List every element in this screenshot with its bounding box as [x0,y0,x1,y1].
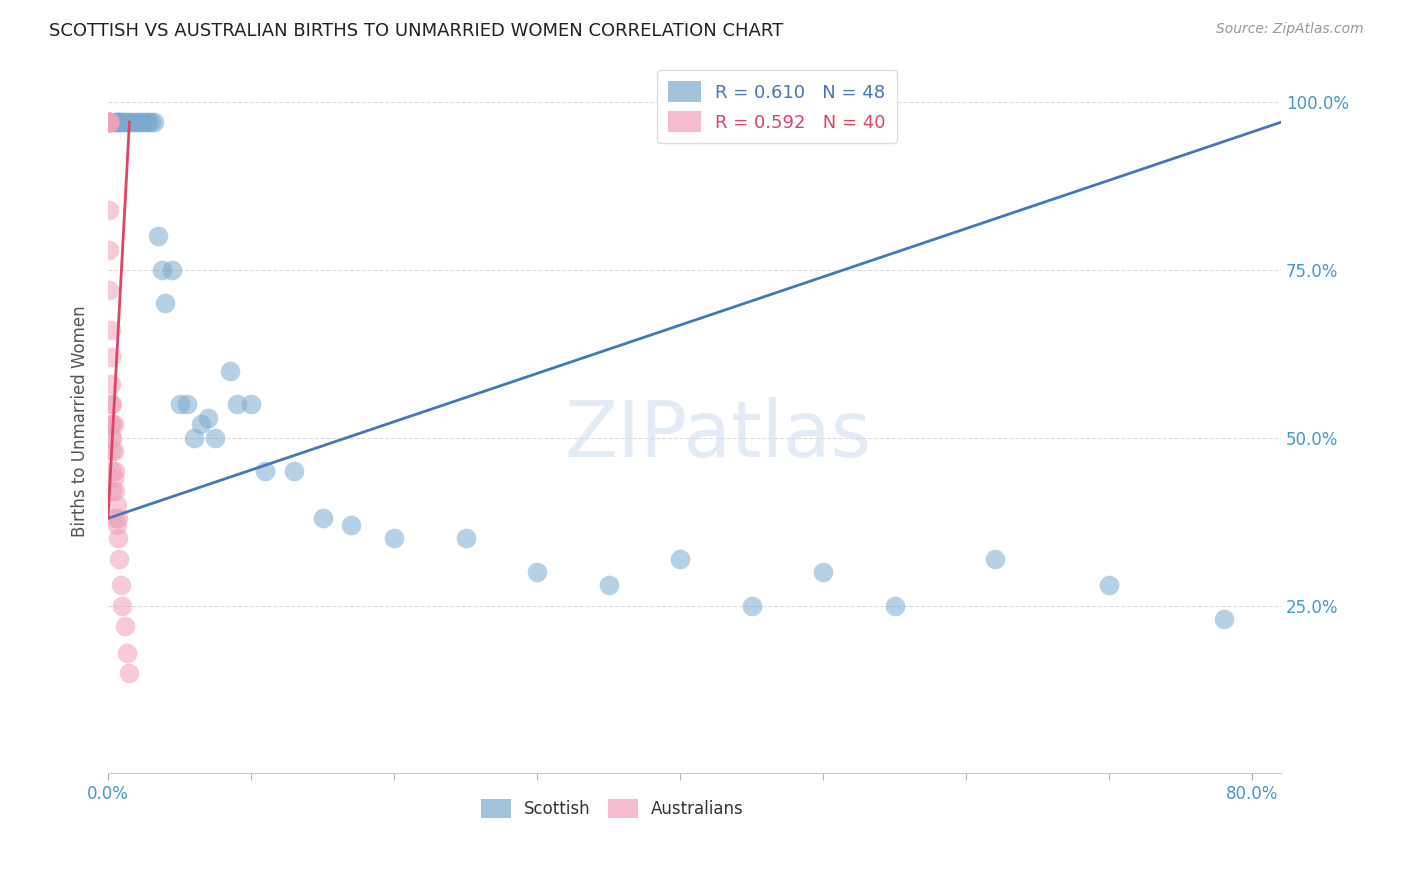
Point [118,115,141,129]
Point [146,229,169,244]
Point [155,296,177,310]
Point [1098,578,1121,592]
Point [104,511,127,525]
Point [107,532,129,546]
Point [100,431,122,445]
Point [122,115,145,129]
Point [136,115,159,129]
Point [204,431,226,445]
Point [526,565,548,579]
Point [103,444,125,458]
Point [176,397,198,411]
Point [132,115,155,129]
Point [98,115,121,129]
Point [104,484,127,499]
Point [98,283,121,297]
Point [108,551,131,566]
Point [98,115,121,129]
Point [105,498,128,512]
Point [883,599,905,613]
Point [125,115,148,129]
Point [100,417,122,432]
Point [101,444,124,458]
Point [129,115,152,129]
Point [101,397,124,411]
Point [100,377,122,392]
Point [104,115,127,129]
Text: ZIPatlas: ZIPatlas [564,397,872,473]
Point [107,511,129,525]
Point [340,518,363,533]
Point [104,464,127,478]
Point [107,115,129,129]
Point [139,115,162,129]
Point [100,350,122,364]
Y-axis label: Births to Unmarried Women: Births to Unmarried Women [72,305,89,537]
Point [103,417,125,432]
Point [741,599,763,613]
Point [120,115,142,129]
Point [98,115,121,129]
Point [454,532,477,546]
Point [984,551,1007,566]
Point [1212,612,1234,626]
Point [98,115,121,129]
Point [283,464,305,478]
Point [114,618,136,632]
Point [108,115,131,129]
Point [98,115,121,129]
Point [142,115,165,129]
Point [150,263,173,277]
Point [98,115,121,129]
Point [101,417,124,432]
Point [197,410,219,425]
Point [135,115,157,129]
Text: Source: ZipAtlas.com: Source: ZipAtlas.com [1216,22,1364,37]
Point [225,397,247,411]
Point [118,665,141,680]
Point [107,115,129,129]
Point [98,115,121,129]
Point [382,532,405,546]
Point [98,115,121,129]
Point [311,511,333,525]
Point [101,464,124,478]
Point [100,323,122,337]
Point [190,417,212,432]
Point [98,115,121,129]
Point [105,518,128,533]
Point [128,115,150,129]
Point [104,115,127,129]
Point [114,115,136,129]
Point [103,471,125,485]
Point [101,431,124,445]
Point [169,397,191,411]
Point [100,397,122,411]
Point [218,363,240,377]
Point [254,464,277,478]
Point [110,578,132,592]
Point [111,115,134,129]
Text: SCOTTISH VS AUSTRALIAN BIRTHS TO UNMARRIED WOMEN CORRELATION CHART: SCOTTISH VS AUSTRALIAN BIRTHS TO UNMARRI… [49,22,783,40]
Point [162,263,184,277]
Point [669,551,692,566]
Point [111,599,134,613]
Point [813,565,835,579]
Point [240,397,263,411]
Point [110,115,132,129]
Point [98,202,121,217]
Point [115,646,138,660]
Point [101,484,124,499]
Point [98,243,121,257]
Legend: Scottish, Australians: Scottish, Australians [474,792,751,825]
Point [183,431,205,445]
Point [115,115,138,129]
Point [598,578,620,592]
